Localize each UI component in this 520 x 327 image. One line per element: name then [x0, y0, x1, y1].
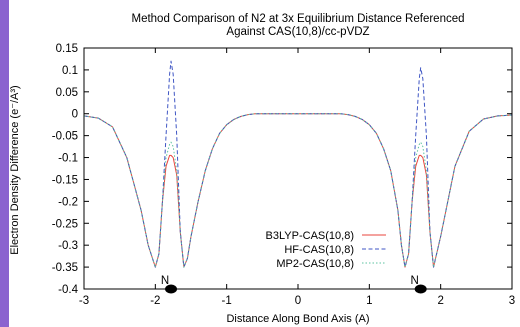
atom-label-2: N — [411, 275, 419, 287]
accent-bar — [0, 0, 9, 327]
x-tick-label: 1 — [366, 295, 372, 307]
y-tick-label: -0.1 — [58, 153, 78, 165]
legend-label-2: HF-CAS(10,8) — [284, 244, 354, 256]
atom-marker-2 — [414, 284, 427, 294]
y-tick-label: -0.4 — [58, 284, 78, 296]
x-tick-label: -2 — [150, 295, 160, 307]
x-tick-label: -1 — [222, 295, 232, 307]
y-tick-label: 0 — [72, 109, 78, 121]
series-line-3 — [84, 113, 512, 268]
x-tick-label: -3 — [79, 295, 89, 307]
y-tick-label: -0.3 — [58, 240, 78, 252]
x-tick-label: 2 — [437, 295, 443, 307]
y-axis-label: Electron Density Difference (e⁻/A³) — [9, 85, 21, 254]
legend-label-3: MP2-CAS(10,8) — [276, 258, 354, 270]
chart-title-line-2: Against CAS(10,8)/cc-pVDZ — [226, 26, 369, 38]
atom-marker-1 — [165, 284, 178, 294]
y-tick-label: 0.05 — [56, 87, 78, 99]
y-tick-label: -0.25 — [52, 218, 78, 230]
x-tick-label: 0 — [295, 295, 301, 307]
y-tick-label: 0.15 — [56, 43, 78, 55]
chart-title-line-1: Method Comparison of N2 at 3x Equilibriu… — [131, 13, 464, 25]
y-tick-label: -0.15 — [52, 174, 78, 186]
y-tick-label: -0.35 — [52, 262, 78, 274]
y-tick-label: -0.2 — [58, 196, 78, 208]
series-layer — [84, 60, 512, 268]
atom-label-1: N — [161, 275, 169, 287]
y-tick-label: 0.1 — [62, 65, 78, 77]
legend: B3LYP-CAS(10,8) HF-CAS(10,8) MP2-CAS(10,8) — [266, 230, 386, 270]
y-tick-label: -0.05 — [52, 131, 78, 143]
axes-layer: 0.15 0.1 0.05 0 -0.05 -0.1 -0.15 -0.2 -0.25 -0.3 -… — [52, 43, 515, 307]
x-axis-label: Distance Along Bond Axis (A) — [226, 313, 369, 325]
legend-label-1: B3LYP-CAS(10,8) — [266, 230, 354, 242]
x-tick-label: 3 — [509, 295, 515, 307]
